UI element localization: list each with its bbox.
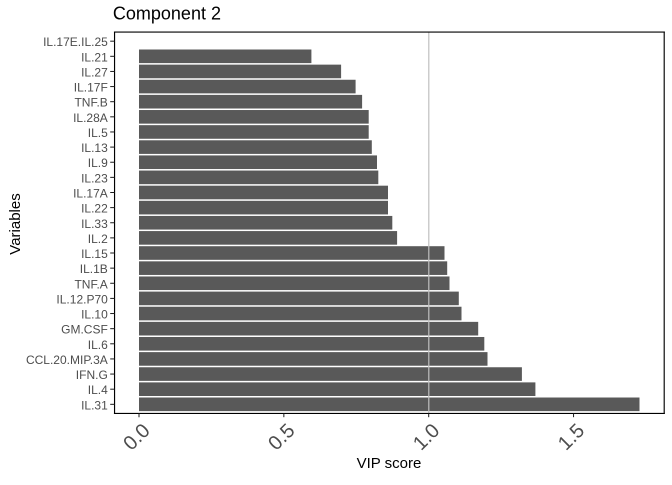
svg-text:IL.33: IL.33: [81, 217, 108, 231]
svg-text:IL.9: IL.9: [88, 156, 108, 170]
svg-text:IL.27: IL.27: [81, 65, 108, 79]
svg-text:IL.22: IL.22: [81, 202, 108, 216]
svg-text:IL.5: IL.5: [88, 126, 108, 140]
svg-text:IL.2: IL.2: [88, 232, 108, 246]
svg-text:IL.23: IL.23: [81, 171, 108, 185]
svg-text:CCL.20.MIP.3A: CCL.20.MIP.3A: [26, 353, 108, 367]
svg-text:IL.13: IL.13: [81, 141, 108, 155]
svg-text:IL.15: IL.15: [81, 247, 108, 261]
svg-text:IL.12.P70: IL.12.P70: [56, 292, 108, 306]
svg-text:GM.CSF: GM.CSF: [61, 323, 108, 337]
svg-text:IL.6: IL.6: [88, 338, 108, 352]
svg-text:Variables: Variables: [7, 193, 24, 254]
svg-text:VIP score: VIP score: [357, 455, 422, 472]
svg-text:IL.17F: IL.17F: [74, 81, 108, 95]
svg-text:Component 2: Component 2: [113, 3, 221, 23]
svg-text:IFN.G: IFN.G: [76, 368, 108, 382]
svg-text:IL.1B: IL.1B: [80, 262, 108, 276]
svg-text:TNF.B: TNF.B: [74, 96, 107, 110]
svg-text:IL.17E.IL.25: IL.17E.IL.25: [43, 35, 108, 49]
svg-text:IL.21: IL.21: [81, 50, 108, 64]
svg-text:IL.4: IL.4: [88, 383, 108, 397]
svg-text:TNF.A: TNF.A: [74, 277, 107, 291]
svg-text:IL.28A: IL.28A: [73, 111, 108, 125]
svg-text:IL.31: IL.31: [81, 398, 108, 412]
svg-text:IL.17A: IL.17A: [73, 186, 108, 200]
svg-text:IL.10: IL.10: [81, 308, 108, 322]
